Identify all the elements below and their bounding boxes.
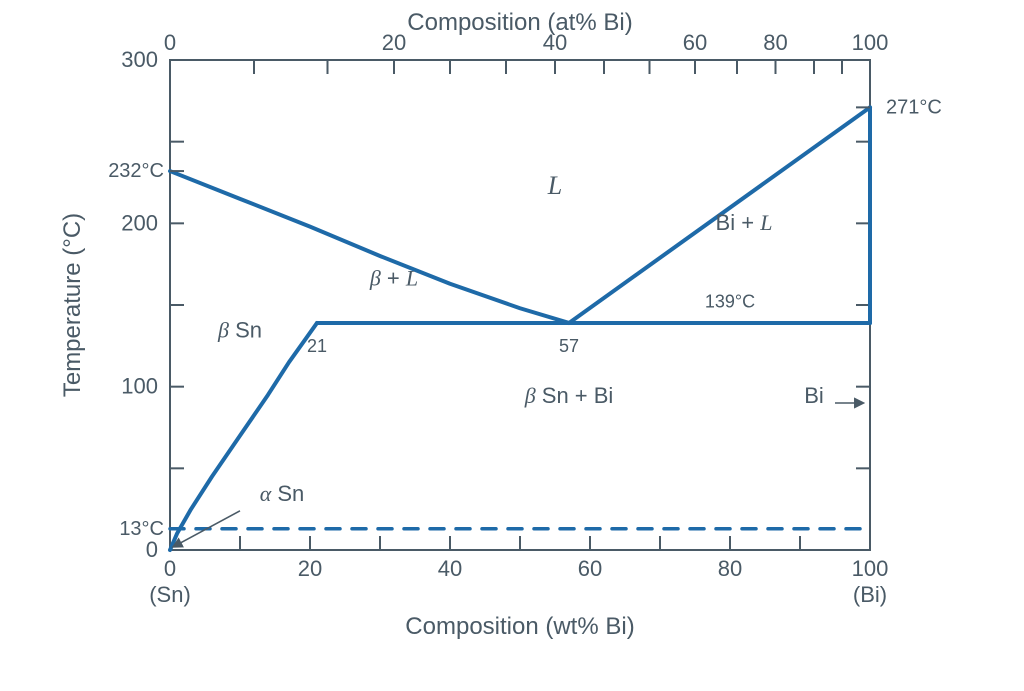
phase-label: Bi (804, 383, 824, 408)
y-tick-label: 100 (121, 374, 158, 399)
y-tick-label: 0 (146, 537, 158, 562)
end-label-right: (Bi) (853, 582, 887, 607)
point-label: 13°C (119, 518, 164, 540)
point-label: 271°C (886, 96, 942, 118)
x-bottom-tick-label: 40 (438, 556, 462, 581)
phase-diagram: 0100200300020406080100(Sn)(Bi)0204060801… (0, 0, 1024, 691)
x-top-title: Composition (at% Bi) (407, 9, 632, 36)
x-bottom-tick-label: 60 (578, 556, 602, 581)
x-top-tick-label: 60 (683, 30, 707, 55)
x-bottom-tick-label: 100 (852, 556, 889, 581)
curve-solvus (170, 323, 317, 550)
x-bottom-tick-label: 80 (718, 556, 742, 581)
curve-liquidus_left (170, 171, 569, 323)
point-label: 139°C (705, 292, 755, 312)
point-label: 57 (559, 336, 579, 356)
phase-label: α Sn (260, 481, 305, 506)
x-bottom-tick-label: 20 (298, 556, 322, 581)
x-top-tick-label: 20 (382, 30, 406, 55)
y-tick-label: 200 (121, 210, 158, 235)
phase-label: β Sn + Bi (524, 383, 614, 408)
y-title: Temperature (°C) (59, 213, 86, 397)
plot-frame (170, 60, 870, 550)
phase-label: Bi + L (716, 210, 773, 235)
phase-label: β + L (369, 265, 418, 290)
end-label-left: (Sn) (149, 582, 191, 607)
phase-label: L (547, 171, 562, 200)
x-bottom-tick-label: 0 (164, 556, 176, 581)
x-bottom-title: Composition (wt% Bi) (405, 613, 634, 640)
point-label: 232°C (108, 160, 164, 182)
x-top-tick-label: 100 (852, 30, 889, 55)
x-top-tick-label: 80 (763, 30, 787, 55)
point-label: 21 (307, 336, 327, 356)
y-tick-label: 300 (121, 47, 158, 72)
x-top-tick-label: 0 (164, 30, 176, 55)
phase-label: β Sn (217, 318, 262, 343)
